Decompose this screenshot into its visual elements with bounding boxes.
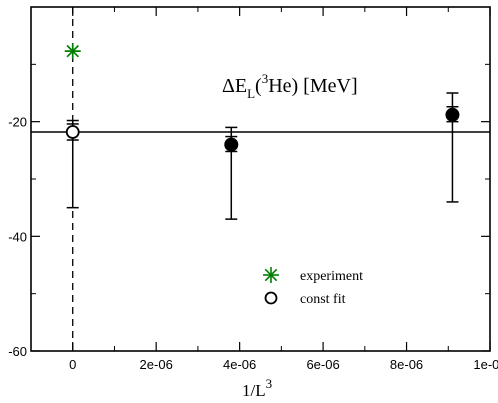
star-stroke bbox=[66, 44, 80, 58]
y-tick-label: -40 bbox=[8, 229, 27, 244]
y-tick-label: -60 bbox=[8, 344, 27, 359]
legend-open-circle-icon bbox=[264, 291, 278, 305]
legend-label-experiment: experiment bbox=[300, 269, 363, 284]
data-point-fit bbox=[65, 125, 80, 139]
x-axis-title: 1/L3 bbox=[242, 376, 272, 400]
y-tick-label: -20 bbox=[8, 115, 27, 130]
legend: experiment const fit bbox=[263, 267, 363, 307]
x-tick-label: 8e-06 bbox=[390, 357, 423, 372]
data-point bbox=[445, 107, 460, 122]
x-tick-label: 6e-06 bbox=[306, 357, 339, 372]
annotation-label: ΔEL(3He) [MeV] bbox=[222, 71, 358, 101]
data-point bbox=[224, 137, 239, 152]
legend-star-icon bbox=[263, 267, 279, 283]
legend-label-const-fit: const fit bbox=[300, 292, 346, 307]
axis-ticks bbox=[30, 7, 491, 352]
x-tick-label: 2e-06 bbox=[140, 357, 173, 372]
data-point-experiment bbox=[64, 43, 81, 60]
x-tick-label: 4e-06 bbox=[223, 357, 256, 372]
x-tick-label: 0 bbox=[69, 357, 76, 372]
axis-tick-labels: 0 2e-06 4e-06 6e-06 8e-06 1e-05 -60 -40 -20 bbox=[8, 115, 498, 372]
plot-frame bbox=[30, 6, 491, 352]
data-marks bbox=[64, 43, 460, 220]
x-tick-label: 1e-05 bbox=[473, 357, 498, 372]
